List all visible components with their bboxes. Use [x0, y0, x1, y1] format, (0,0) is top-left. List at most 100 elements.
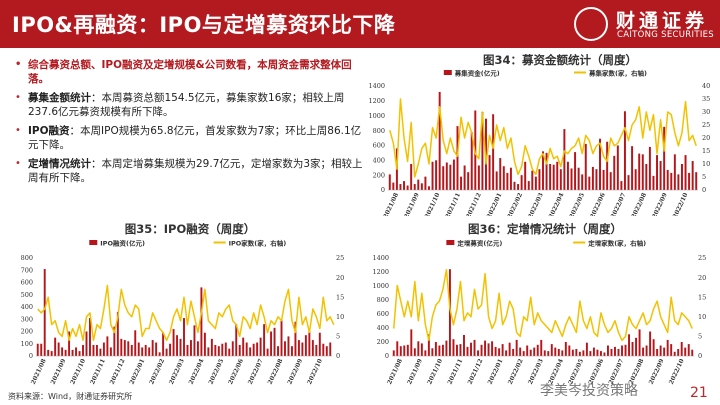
bar [609, 172, 612, 190]
bar [509, 167, 512, 190]
bar [413, 348, 416, 356]
bar [438, 91, 441, 190]
bar [445, 340, 448, 356]
bar [431, 348, 434, 356]
bar [670, 172, 673, 190]
legend-line-label: 募集家数(家，右轴) [588, 69, 647, 78]
bar [498, 348, 501, 356]
bar [203, 332, 206, 356]
y-left-tick-label: 0 [29, 352, 33, 360]
bar [641, 154, 644, 190]
bar [452, 339, 455, 356]
bar [57, 342, 60, 356]
bar [294, 321, 297, 356]
bar [64, 349, 67, 357]
bar [252, 343, 255, 356]
x-tick-label: 2022/10 [668, 358, 686, 386]
bar [280, 319, 283, 356]
bar [277, 346, 279, 356]
bar [186, 344, 189, 356]
bar [82, 344, 84, 356]
bullet-fundraising: • 募集金额统计：本周募资总额154.5亿元，募集家数16家；相较上周237.6… [10, 91, 370, 119]
bar [596, 349, 599, 356]
y-left-tick-label: 200 [377, 338, 389, 346]
page-number: 21 [690, 385, 708, 401]
bar [524, 161, 527, 190]
bar [456, 126, 459, 190]
y-left-tick-label: 1200 [368, 97, 385, 105]
y-right-tick-label: 20 [698, 274, 706, 282]
bar [428, 186, 430, 190]
y-right-tick-label: 5 [698, 333, 702, 341]
bar [427, 334, 430, 356]
bar [109, 347, 112, 356]
bar [266, 348, 269, 356]
bullet-dot-icon: • [15, 92, 21, 103]
logo: 财通证券 CAITONG SECURITIES [572, 5, 714, 43]
bar [526, 345, 529, 356]
bar [311, 340, 314, 356]
bar [542, 151, 544, 190]
x-tick-label: 2021/08 [386, 358, 404, 386]
x-tick-label: 2021/11 [446, 358, 464, 386]
bar [663, 347, 666, 356]
bar [614, 346, 616, 356]
bar [603, 352, 606, 356]
bar [691, 349, 694, 356]
bar [228, 348, 231, 356]
x-tick-label: 2022/09 [648, 358, 666, 386]
bar [61, 347, 64, 356]
bar [438, 345, 441, 356]
x-tick-label: 2022/05 [207, 358, 225, 386]
bar [431, 161, 434, 190]
bar [99, 348, 102, 356]
y-left-tick-label: 700 [21, 266, 33, 274]
x-tick-label: 2021/09 [403, 192, 421, 216]
bar [466, 346, 469, 356]
x-tick-label: 2021/08 [382, 192, 400, 216]
bar [607, 345, 609, 356]
legend-bar-label: IPO融资(亿元) [100, 239, 145, 248]
bar [582, 350, 585, 356]
bar [116, 311, 119, 356]
bar [557, 349, 560, 356]
bar [613, 155, 616, 190]
bar [515, 339, 518, 356]
bar [308, 331, 311, 356]
y-right-tick-label: 0 [702, 186, 706, 194]
bar [512, 349, 515, 356]
bar [645, 164, 648, 190]
x-tick-label: 2022/02 [507, 358, 525, 386]
bullet-lead: 定增情况统计 [28, 158, 91, 170]
bar [54, 337, 57, 357]
bar [652, 175, 655, 190]
x-tick-label: 2022/01 [487, 358, 505, 386]
y-left-tick-label: 600 [373, 142, 385, 150]
bar [659, 345, 662, 356]
bar [506, 172, 509, 190]
bullet-dot-icon: • [15, 59, 22, 70]
bar [574, 152, 577, 190]
x-tick-label: 2022/09 [651, 192, 669, 216]
bar [329, 342, 332, 356]
bar [623, 111, 626, 190]
series-line [389, 98, 697, 178]
legend-bar-label: 定增募资(亿元) [456, 239, 502, 248]
y-right-tick-label: 15 [336, 293, 344, 301]
bar [403, 345, 406, 356]
bar [470, 342, 472, 356]
bar [190, 340, 192, 356]
bar [284, 341, 286, 356]
bar [196, 341, 199, 356]
x-tick-label: 2022/07 [247, 358, 265, 386]
bar [304, 335, 307, 356]
bar [550, 344, 553, 356]
logo-text-cn: 财通证券 [616, 10, 709, 32]
y-left-tick-label: 500 [21, 291, 33, 299]
bar [144, 344, 147, 356]
bar [127, 341, 130, 356]
legend-bar-swatch [446, 240, 455, 245]
bar [392, 350, 395, 356]
bullet-dot-icon: • [15, 158, 21, 169]
x-tick-label: 2022/04 [548, 192, 566, 216]
